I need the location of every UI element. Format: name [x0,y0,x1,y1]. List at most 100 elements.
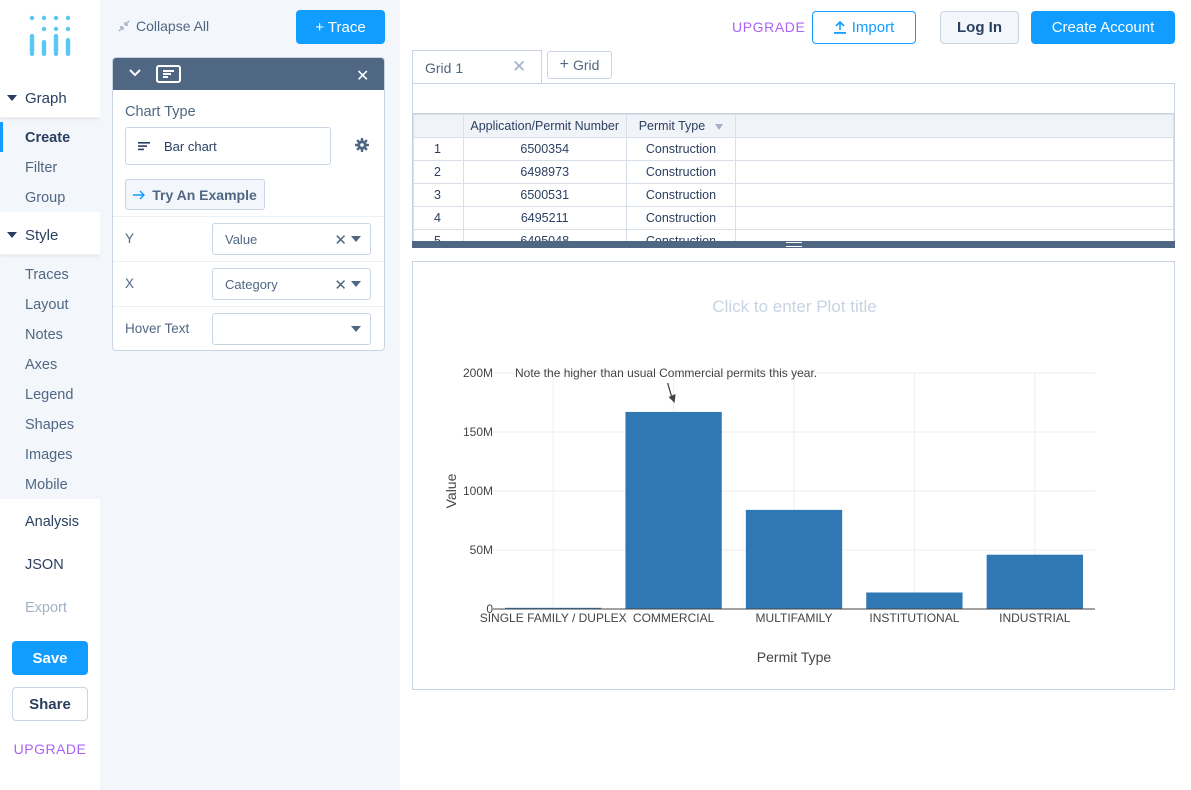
table-cell[interactable] [735,183,1174,207]
table-cell[interactable]: 6500354 [462,137,627,161]
chart-type-dropdown[interactable]: Bar chart [125,127,331,165]
grid-plot-splitter[interactable] [412,241,1175,248]
add-grid-button[interactable]: + Grid [547,51,612,79]
table-cell[interactable]: 6495211 [462,206,627,230]
y-tick-label: 150M [463,425,493,439]
chart-type-label: Chart Type [125,104,196,120]
share-button[interactable]: Share [12,687,88,721]
table-cell[interactable]: Construction [625,183,737,207]
table-cell[interactable]: Construction [625,160,737,184]
nav-item-group[interactable]: Group [25,190,66,206]
table-row: 1 6500354 Construction [413,137,1174,161]
nav-section-json[interactable]: JSON [25,557,64,573]
bar-chart-icon [156,65,181,83]
drag-handle-icon[interactable] [786,242,802,247]
caret-down-icon [7,95,17,101]
y-tick-label: 100M [463,484,493,498]
bar-3 [866,592,963,609]
add-trace-button[interactable]: + Trace [296,10,385,44]
arrow-right-icon [133,190,146,199]
table-header-row: Application/Permit Number Permit Type [413,114,1174,138]
trace-card-header[interactable]: ✕ [113,58,384,90]
close-tab-icon[interactable]: ✕ [512,57,527,76]
try-example-label: Try An Example [152,186,257,203]
style-submenu-bg [0,255,100,499]
field-row-x: X Category ✕ [113,261,384,306]
nav-item-notes[interactable]: Notes [25,327,63,343]
bar-2 [745,509,843,609]
active-indicator [0,122,3,152]
table-cell[interactable] [735,137,1174,161]
x-column-dropdown[interactable]: Category ✕ [212,268,371,300]
y-axis-title: Value [443,473,459,508]
caret-down-icon[interactable] [715,123,724,130]
nav-section-analysis[interactable]: Analysis [25,514,79,530]
nav-item-traces[interactable]: Traces [25,267,69,283]
login-button[interactable]: Log In [940,11,1019,44]
collapse-icon [118,20,130,32]
create-account-button[interactable]: Create Account [1031,11,1175,44]
hover-text-dropdown[interactable] [212,313,371,345]
nav-item-mobile[interactable]: Mobile [25,477,68,493]
tab-label: Grid 1 [425,60,464,76]
import-button[interactable]: Import [812,11,916,44]
plus-icon: + [559,56,569,73]
field-label: X [125,276,135,291]
nav-item-shapes[interactable]: Shapes [25,417,75,433]
bar-1 [625,411,722,609]
table-cell[interactable] [735,206,1174,230]
x-tick-label: INDUSTRIAL [999,611,1071,625]
row-number: 4 [413,206,464,230]
grid-toolbar [413,84,1174,114]
chart-type-value: Bar chart [164,138,217,154]
x-tick-label: SINGLE FAMILY / DUPLEX [480,611,627,625]
trace-panel: Collapse All + Trace ✕ Chart Type Bar ch… [100,0,400,790]
table-cell[interactable] [735,160,1174,184]
field-row-y: Y Value ✕ [113,216,384,261]
upload-icon [833,21,846,34]
table-cell[interactable]: Construction [625,206,737,230]
plot-title-placeholder[interactable]: Click to enter Plot title [712,297,877,316]
nav-item-legend[interactable]: Legend [25,387,74,403]
tab-grid-1[interactable]: Grid 1 ✕ [412,50,542,84]
header-upgrade-link[interactable]: UPGRADE [732,19,806,35]
save-button[interactable]: Save [12,641,88,675]
nav-item-images[interactable]: Images [25,447,73,463]
nav-item-filter[interactable]: Filter [25,160,58,176]
close-trace-icon[interactable]: ✕ [356,68,370,85]
clear-icon[interactable]: ✕ [334,232,347,249]
plotly-logo[interactable] [28,14,72,58]
nav-section-export[interactable]: Export [25,600,67,616]
table-row: 2 6498973 Construction [413,160,1174,184]
y-column-dropdown[interactable]: Value ✕ [212,223,371,255]
row-number: 1 [413,137,464,161]
row-number: 2 [413,160,464,184]
nav-group-graph[interactable]: Graph [0,79,100,117]
column-header[interactable]: Application/Permit Number [462,114,627,138]
collapse-all-label: Collapse All [136,18,210,34]
data-table: Application/Permit Number Permit Type 1 … [413,114,1174,248]
gear-icon[interactable] [355,138,369,152]
column-header[interactable]: Permit Type [625,114,737,138]
table-row: 3 6500531 Construction [413,183,1174,207]
empty-column-header [735,114,1174,138]
clear-icon[interactable]: ✕ [334,277,347,294]
table-cell[interactable]: 6500531 [462,183,627,207]
collapse-all-button[interactable]: Collapse All [118,18,209,34]
field-label: Hover Text [125,321,190,336]
caret-down-icon [351,281,361,287]
chevron-down-icon[interactable] [129,68,141,78]
nav-item-create[interactable]: Create [25,130,71,146]
nav-group-style[interactable]: Style [0,216,100,254]
row-number-header [413,114,464,138]
dropdown-value: Value [225,231,258,247]
nav-item-axes[interactable]: Axes [25,357,58,373]
table-cell[interactable]: Construction [625,137,737,161]
table-cell[interactable]: 6498973 [462,160,627,184]
left-nav: Graph Create Filter Group Style Traces L… [0,0,100,790]
nav-upgrade-link[interactable]: UPGRADE [13,741,87,757]
field-row-hover: Hover Text [113,306,384,350]
nav-item-layout[interactable]: Layout [25,297,69,313]
dropdown-value: Category [225,276,278,292]
try-example-button[interactable]: Try An Example [125,179,265,210]
